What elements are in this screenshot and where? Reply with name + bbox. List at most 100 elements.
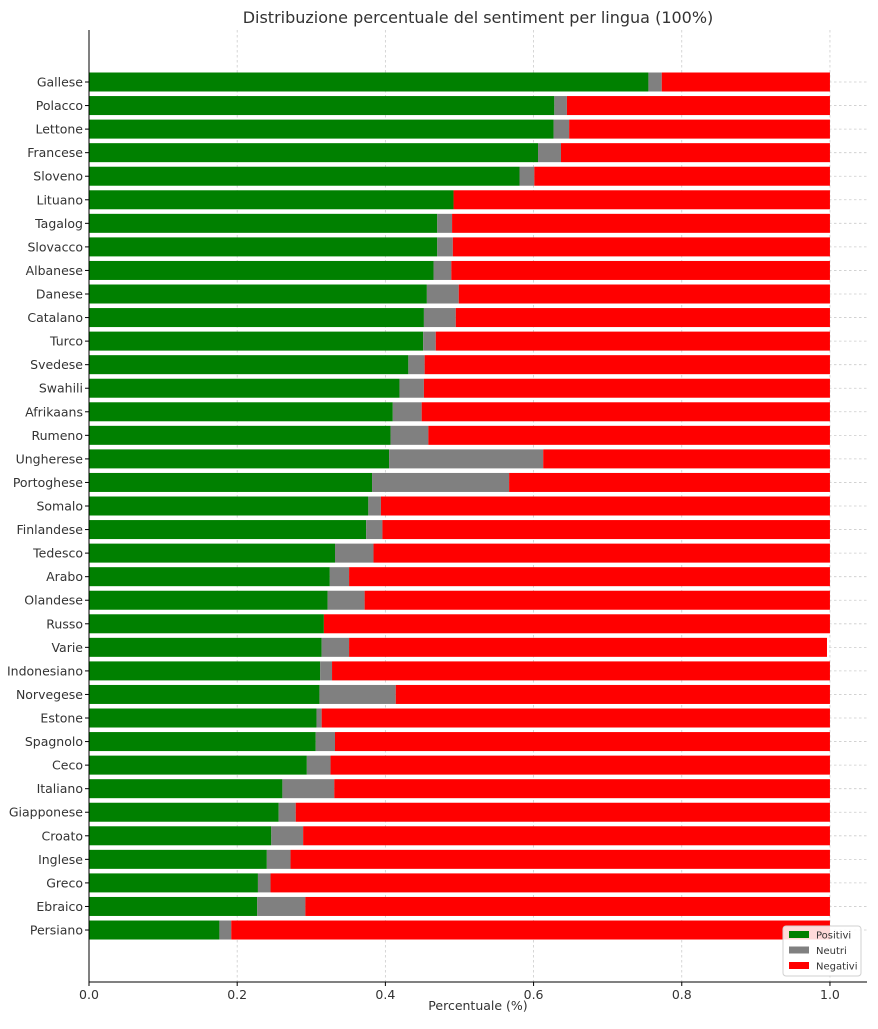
bar-positivi-ceco xyxy=(89,755,307,775)
bar-positivi-rumeno xyxy=(89,425,391,445)
x-tick-label: 0.2 xyxy=(227,987,247,1002)
bar-positivi-tedesco xyxy=(89,543,335,563)
bar-neutri-finlandese xyxy=(366,520,383,540)
bar-negativi-ceco xyxy=(330,755,830,775)
y-tick-label: Polacco xyxy=(36,98,83,113)
y-tick-label: Tagalog xyxy=(34,216,83,231)
y-tick-label: Inglese xyxy=(38,852,83,867)
y-tick-label: Arabo xyxy=(46,569,83,584)
x-tick-label: 0.0 xyxy=(79,987,99,1002)
y-tick-label: Catalano xyxy=(27,310,83,325)
x-tick-label: 1.0 xyxy=(820,987,840,1002)
bar-positivi-croato xyxy=(89,826,272,846)
bar-neutri-estone xyxy=(316,708,322,728)
bar-positivi-indonesiano xyxy=(89,661,321,681)
bar-positivi-portoghese xyxy=(89,472,373,492)
bar-neutri-somalo xyxy=(368,496,381,516)
bar-neutri-portoghese xyxy=(372,472,510,492)
bar-negativi-estone xyxy=(321,708,830,728)
bar-negativi-norvegese xyxy=(395,684,830,704)
y-tick-label: Swahili xyxy=(39,381,83,396)
bar-positivi-greco xyxy=(89,873,258,893)
bar-positivi-sloveno xyxy=(89,166,520,186)
legend-label-positivi: Positivi xyxy=(816,931,851,942)
bar-neutri-inglese xyxy=(266,849,291,869)
y-tick-label: Persiano xyxy=(30,923,83,938)
y-tick-label: Estone xyxy=(40,711,83,726)
bar-negativi-polacco xyxy=(566,96,830,116)
x-axis-label: Percentuale (%) xyxy=(428,998,527,1013)
x-tick-label: 0.6 xyxy=(524,987,544,1002)
y-tick-label: Olandese xyxy=(24,593,83,608)
y-tick-label: Lettone xyxy=(36,122,84,137)
bar-neutri-norvegese xyxy=(319,684,396,704)
bar-negativi-catalano xyxy=(455,308,830,328)
y-tick-label: Indonesiano xyxy=(7,663,83,678)
bar-negativi-gallese xyxy=(661,72,830,92)
bar-neutri-ebraico xyxy=(257,896,306,916)
y-tick-label: Norvegese xyxy=(16,687,83,702)
bar-positivi-turco xyxy=(89,331,424,351)
bar-negativi-afrikaans xyxy=(421,402,830,422)
bar-negativi-arabo xyxy=(349,567,830,587)
bar-negativi-ebraico xyxy=(305,896,830,916)
bar-neutri-albanese xyxy=(433,260,452,280)
bar-positivi-ebraico xyxy=(89,896,258,916)
legend-label-neutri: Neutri xyxy=(816,946,847,957)
bar-negativi-italiano xyxy=(334,779,830,799)
legend-swatch-positivi xyxy=(789,931,809,938)
y-tick-label: Ungherese xyxy=(16,451,84,466)
bar-neutri-ceco xyxy=(306,755,331,775)
bar-neutri-slovacco xyxy=(437,237,453,257)
bar-negativi-svedese xyxy=(424,355,830,375)
y-tick-label: Sloveno xyxy=(33,169,83,184)
x-tick-label: 0.8 xyxy=(672,987,692,1002)
bar-neutri-svedese xyxy=(408,355,425,375)
y-tick-label: Albanese xyxy=(26,263,84,278)
bar-negativi-turco xyxy=(435,331,830,351)
bar-negativi-sloveno xyxy=(534,166,830,186)
bar-positivi-gallese xyxy=(89,72,649,92)
bar-negativi-spagnolo xyxy=(334,732,830,752)
bar-positivi-danese xyxy=(89,284,427,304)
y-tick-label: Gallese xyxy=(37,75,83,90)
y-tick-label: Varie xyxy=(51,640,83,655)
bar-positivi-finlandese xyxy=(89,520,367,540)
bar-neutri-catalano xyxy=(423,308,456,328)
bar-positivi-arabo xyxy=(89,567,330,587)
bar-negativi-tedesco xyxy=(373,543,830,563)
bar-negativi-finlandese xyxy=(382,520,830,540)
bar-positivi-lituano xyxy=(89,190,454,210)
bar-positivi-swahili xyxy=(89,378,400,398)
bar-neutri-turco xyxy=(423,331,436,351)
y-tick-label: Greco xyxy=(46,875,83,890)
bar-neutri-afrikaans xyxy=(392,402,422,422)
bar-neutri-tagalog xyxy=(437,213,453,233)
y-tick-label: Danese xyxy=(36,287,83,302)
y-tick-labels: Gallese Polacco Lettone Francese Sloveno Litu… xyxy=(7,75,83,938)
y-tick-label: Ebraico xyxy=(36,899,83,914)
bar-positivi-lettone xyxy=(89,119,554,139)
bar-neutri-italiano xyxy=(282,779,335,799)
bar-neutri-persiano xyxy=(219,920,232,940)
bar-negativi-ungherese xyxy=(543,449,830,469)
bar-positivi-svedese xyxy=(89,355,409,375)
bar-positivi-francese xyxy=(89,143,539,163)
y-tick-label: Slovacco xyxy=(27,239,83,254)
bar-positivi-estone xyxy=(89,708,317,728)
x-tick-labels: 0.0 0.2 0.4 0.6 0.8 1.0 xyxy=(79,987,840,1002)
bar-neutri-tedesco xyxy=(334,543,374,563)
bar-positivi-russo xyxy=(89,614,324,634)
bar-negativi-persiano xyxy=(231,920,830,940)
y-tick-label: Finlandese xyxy=(16,522,83,537)
bar-negativi-greco xyxy=(270,873,830,893)
bar-neutri-indonesiano xyxy=(320,661,333,681)
bar-negativi-inglese xyxy=(290,849,830,869)
bar-negativi-croato xyxy=(303,826,830,846)
legend-swatch-neutri xyxy=(789,946,809,954)
bar-positivi-inglese xyxy=(89,849,267,869)
bar-neutri-swahili xyxy=(399,378,424,398)
bar-positivi-varie xyxy=(89,637,322,657)
bar-negativi-varie xyxy=(349,637,827,657)
